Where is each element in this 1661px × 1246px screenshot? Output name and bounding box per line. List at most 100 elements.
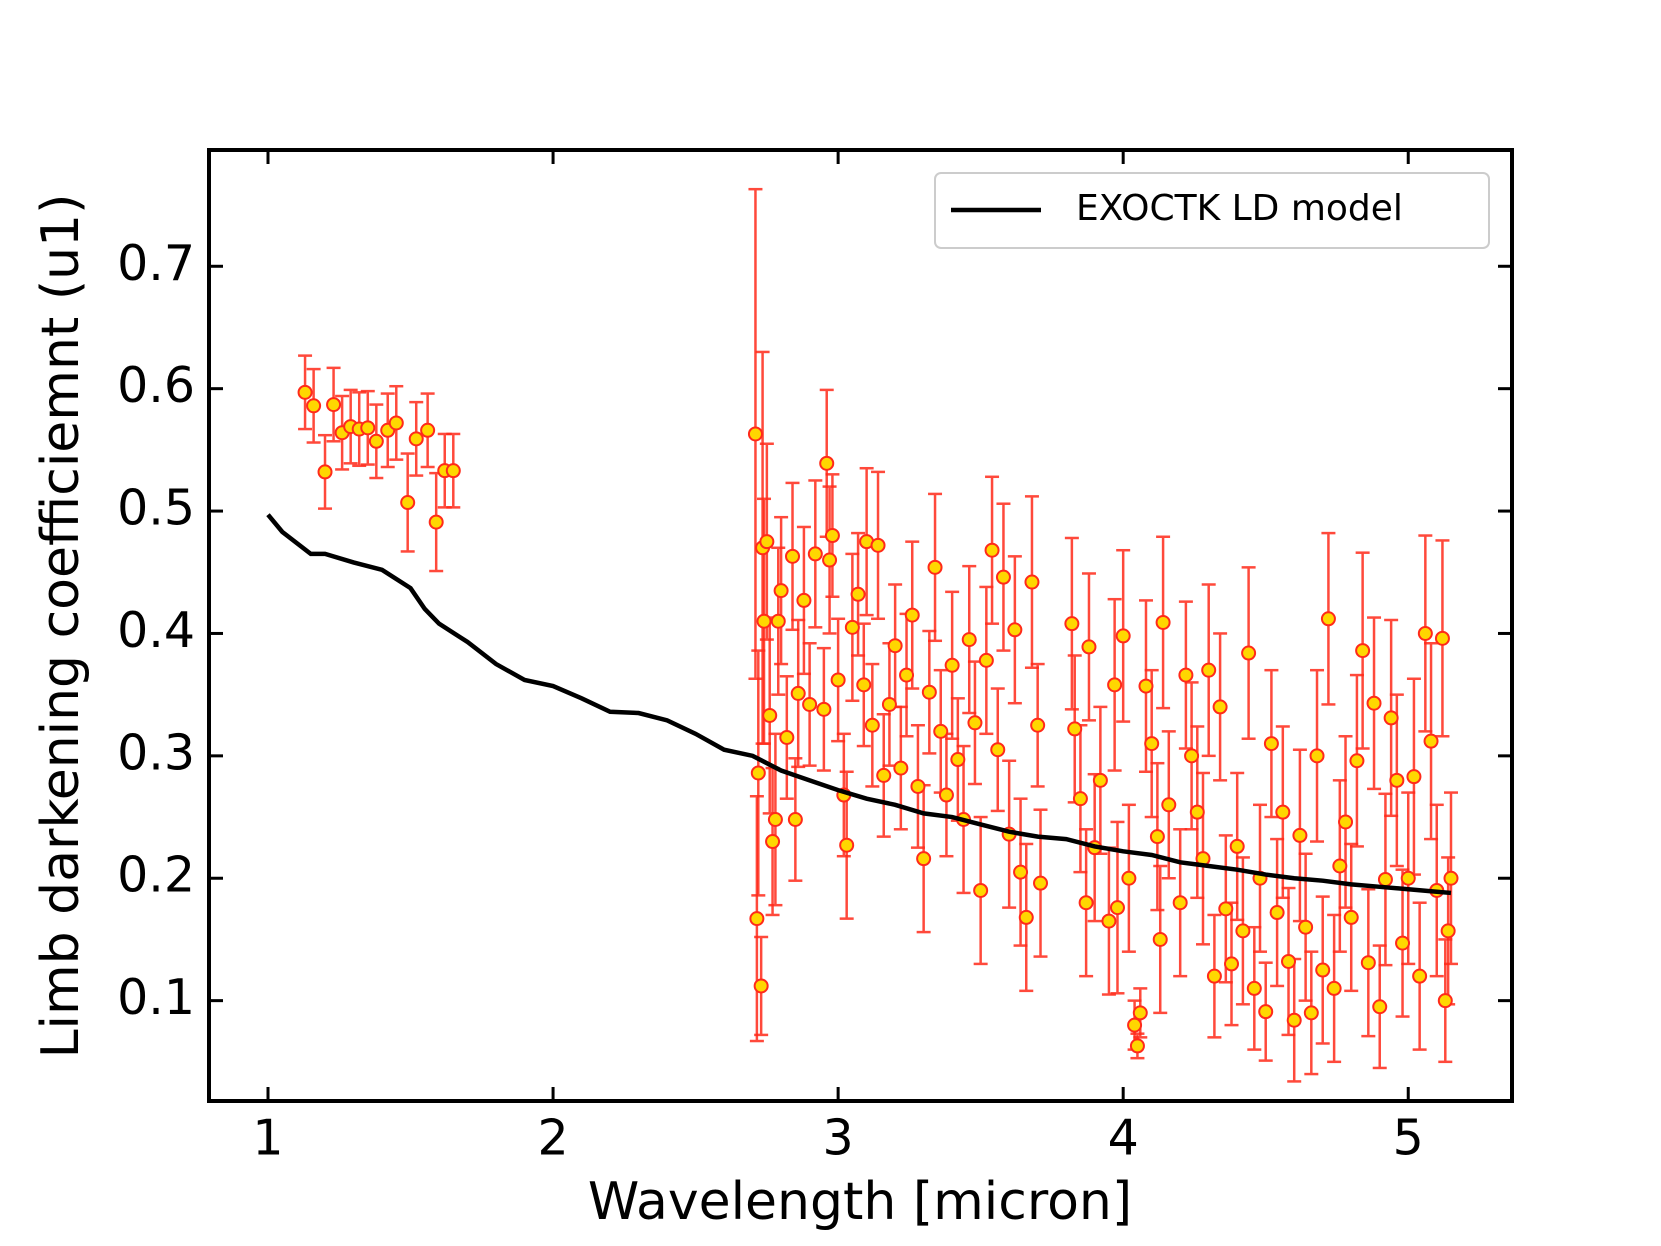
data-point bbox=[1434, 630, 1450, 646]
data-point bbox=[1286, 1012, 1302, 1028]
data-point bbox=[1172, 895, 1188, 911]
data-point bbox=[1443, 870, 1459, 886]
x-axis-label: Wavelength [micron] bbox=[588, 1172, 1132, 1232]
model-line bbox=[266, 513, 1452, 896]
data-point bbox=[1030, 717, 1046, 733]
y-tick-label: 0.7 bbox=[117, 235, 195, 292]
data-point bbox=[326, 397, 342, 413]
data-point bbox=[759, 534, 775, 550]
data-point bbox=[1072, 791, 1088, 807]
data-point bbox=[1406, 769, 1422, 785]
data-point bbox=[978, 652, 994, 668]
data-point bbox=[762, 707, 778, 723]
data-point bbox=[1127, 1017, 1143, 1033]
data-point bbox=[1161, 797, 1177, 813]
data-point bbox=[1423, 733, 1439, 749]
data-point bbox=[1269, 905, 1285, 921]
data-point bbox=[856, 677, 872, 693]
data-point bbox=[787, 811, 803, 827]
data-point bbox=[1355, 643, 1371, 659]
data-point bbox=[1007, 622, 1023, 638]
data-point bbox=[844, 619, 860, 635]
data-point bbox=[1184, 748, 1200, 764]
data-point bbox=[1412, 968, 1428, 984]
data-point bbox=[388, 415, 404, 431]
data-point bbox=[1178, 667, 1194, 683]
data-point bbox=[1206, 968, 1222, 984]
y-tick-label: 0.4 bbox=[117, 602, 195, 659]
data-point bbox=[1349, 753, 1365, 769]
data-point bbox=[933, 723, 949, 739]
data-point bbox=[1189, 804, 1205, 820]
data-point bbox=[995, 569, 1011, 585]
y-tick-label: 0.3 bbox=[117, 724, 195, 781]
data-point bbox=[317, 464, 333, 480]
data-point bbox=[1383, 710, 1399, 726]
data-point bbox=[916, 851, 932, 867]
data-point bbox=[1229, 838, 1245, 854]
data-point bbox=[967, 715, 983, 731]
data-point bbox=[765, 834, 781, 850]
data-point bbox=[1395, 935, 1411, 951]
data-point bbox=[1078, 895, 1094, 911]
data-point bbox=[1263, 736, 1279, 752]
data-point bbox=[921, 684, 937, 700]
data-point bbox=[756, 613, 772, 629]
data-point bbox=[796, 592, 812, 608]
data-point bbox=[770, 613, 786, 629]
y-tick-label: 0.1 bbox=[117, 969, 195, 1026]
data-point bbox=[773, 583, 789, 599]
data-point bbox=[1258, 1004, 1274, 1020]
data-point bbox=[1081, 639, 1097, 655]
y-tick-label: 0.6 bbox=[117, 357, 195, 414]
data-point bbox=[1018, 909, 1034, 925]
data-point bbox=[899, 667, 915, 683]
data-point bbox=[306, 398, 322, 414]
data-point bbox=[944, 657, 960, 673]
y-tick-label: 0.5 bbox=[117, 480, 195, 537]
data-point bbox=[749, 911, 765, 927]
data-point bbox=[830, 672, 846, 688]
data-point bbox=[1107, 677, 1123, 693]
data-point bbox=[1109, 900, 1125, 916]
data-point bbox=[1246, 980, 1262, 996]
data-point bbox=[1417, 625, 1433, 641]
data-point bbox=[824, 528, 840, 544]
data-point bbox=[1152, 931, 1168, 947]
data-point bbox=[1013, 864, 1029, 880]
data-point bbox=[1377, 871, 1393, 887]
data-point bbox=[1064, 616, 1080, 632]
data-point bbox=[1241, 645, 1257, 661]
data-point bbox=[1440, 923, 1456, 939]
data-point bbox=[1115, 628, 1131, 644]
data-point bbox=[1149, 829, 1165, 845]
plot-frame bbox=[207, 148, 1514, 1103]
x-tick-label: 4 bbox=[1108, 1110, 1139, 1167]
y-axis-label: Limb darkening coefficiemnt (u1) bbox=[31, 194, 91, 1059]
data-point bbox=[802, 696, 818, 712]
y-tick-label: 0.2 bbox=[117, 847, 195, 904]
data-point bbox=[1343, 909, 1359, 925]
data-point bbox=[420, 422, 436, 438]
data-point bbox=[1437, 993, 1453, 1009]
data-point bbox=[750, 765, 766, 781]
data-point bbox=[1224, 956, 1240, 972]
data-point bbox=[950, 752, 966, 768]
data-point bbox=[1092, 772, 1108, 788]
data-point bbox=[408, 431, 424, 447]
data-point bbox=[785, 548, 801, 564]
data-point bbox=[368, 433, 384, 449]
data-point bbox=[1366, 695, 1382, 711]
data-point bbox=[1332, 858, 1348, 874]
data-point bbox=[400, 494, 416, 510]
x-tick-label: 3 bbox=[823, 1110, 854, 1167]
data-point bbox=[961, 632, 977, 648]
data-point bbox=[1292, 827, 1308, 843]
data-point bbox=[1320, 611, 1336, 627]
data-point bbox=[1101, 913, 1117, 929]
data-point bbox=[870, 537, 886, 553]
data-point bbox=[753, 978, 769, 994]
data-point bbox=[938, 787, 954, 803]
data-point bbox=[1389, 772, 1405, 788]
